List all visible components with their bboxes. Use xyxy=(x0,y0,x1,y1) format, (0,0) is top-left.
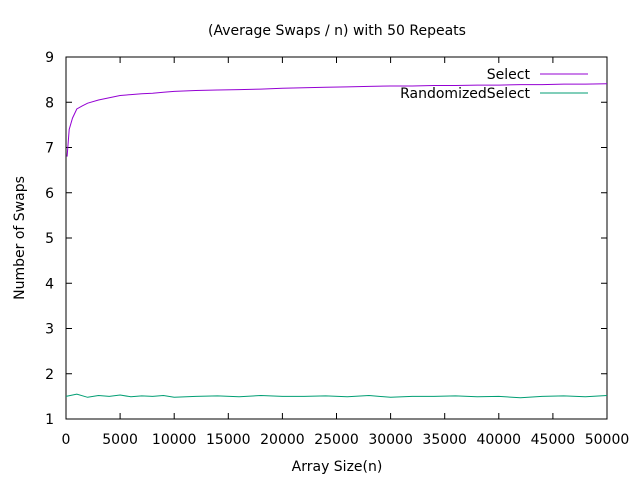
y-tick-label: 7 xyxy=(45,141,54,157)
y-tick-label: 1 xyxy=(45,412,54,428)
x-tick-label: 35000 xyxy=(422,432,467,448)
x-tick-label: 10000 xyxy=(152,432,197,448)
x-tick-label: 15000 xyxy=(206,432,251,448)
x-tick-label: 0 xyxy=(62,432,71,448)
legend-label: Select xyxy=(487,67,531,83)
series-line-randomizedselect xyxy=(65,393,608,399)
x-axis-label: Array Size(n) xyxy=(292,459,383,475)
legend-label: RandomizedSelect xyxy=(400,86,530,102)
y-tick-label: 3 xyxy=(45,322,54,338)
series-line-select xyxy=(66,83,608,157)
x-tick-label: 30000 xyxy=(368,432,413,448)
y-tick-label: 4 xyxy=(45,276,54,292)
x-tick-label: 45000 xyxy=(531,432,576,448)
legend: Select RandomizedSelect xyxy=(400,67,588,102)
y-tick-label: 8 xyxy=(45,95,54,111)
y-tick-label: 2 xyxy=(45,367,54,383)
y-axis-label: Number of Swaps xyxy=(12,176,28,300)
axis-ticks: 0 5000 10000 15000 20000 25000 30000 35000 40000… xyxy=(45,50,629,448)
y-tick-label: 9 xyxy=(45,50,54,66)
x-tick-label: 50000 xyxy=(585,432,630,448)
x-tick-label: 40000 xyxy=(477,432,522,448)
series-lines xyxy=(65,83,608,399)
x-tick-label: 20000 xyxy=(260,432,305,448)
y-tick-label: 6 xyxy=(45,186,54,202)
plot-frame xyxy=(65,56,608,420)
x-tick-label: 25000 xyxy=(314,432,359,448)
x-tick-label: 5000 xyxy=(102,432,138,448)
y-tick-label: 5 xyxy=(45,231,54,247)
chart-title: (Average Swaps / n) with 50 Repeats xyxy=(208,23,466,39)
